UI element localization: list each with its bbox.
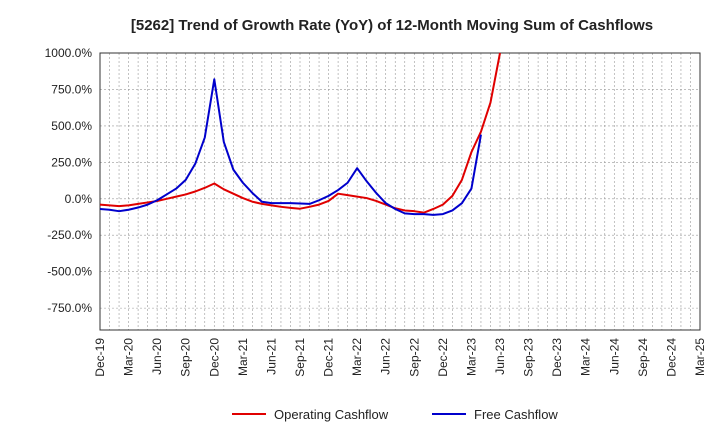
- y-tick-label: -250.0%: [47, 228, 92, 242]
- y-tick-label: 750.0%: [51, 82, 92, 96]
- x-tick-label: Dec-24: [664, 338, 678, 377]
- x-axis-ticks: Dec-19 Mar-20 Jun-20 Sep-20 Dec-20 Mar-21 Jun-…: [93, 338, 707, 377]
- x-tick-label: Dec-22: [436, 338, 450, 377]
- y-tick-label: 0.0%: [65, 192, 93, 206]
- x-tick-label: Sep-22: [407, 338, 421, 377]
- x-tick-label: Dec-20: [207, 338, 221, 377]
- series-line-free-cashflow: [99, 78, 482, 216]
- plot-area: [99, 52, 701, 331]
- y-axis-ticks: 1000.0% 750.0% 500.0% 250.0% 0.0% -250.0% -500…: [45, 46, 93, 315]
- x-tick-label: Sep-20: [179, 338, 193, 377]
- y-tick-label: 500.0%: [51, 119, 92, 133]
- x-tick-label: Jun-21: [264, 338, 278, 375]
- x-tick-label: Mar-24: [579, 338, 593, 376]
- x-tick-label: Dec-21: [322, 338, 336, 377]
- x-tick-label: Mar-22: [350, 338, 364, 376]
- x-tick-label: Sep-21: [293, 338, 307, 377]
- x-tick-label: Jun-24: [607, 338, 621, 375]
- y-tick-label: 250.0%: [51, 155, 92, 169]
- legend-label: Free Cashflow: [474, 407, 558, 422]
- x-tick-label: Sep-24: [636, 338, 650, 377]
- x-tick-label: Jun-22: [379, 338, 393, 375]
- chart-title: [5262] Trend of Growth Rate (YoY) of 12-…: [131, 17, 653, 34]
- legend-label: Operating Cashflow: [274, 407, 389, 422]
- x-tick-label: Dec-19: [93, 338, 107, 377]
- x-tick-label: Mar-25: [693, 338, 707, 376]
- series-line-operating-cashflow: [99, 52, 501, 214]
- x-tick-label: Dec-23: [550, 338, 564, 377]
- x-tick-label: Sep-23: [522, 338, 536, 377]
- x-tick-label: Mar-23: [464, 338, 478, 376]
- x-tick-label: Mar-20: [122, 338, 136, 376]
- y-tick-label: -750.0%: [47, 301, 92, 315]
- y-tick-label: 1000.0%: [45, 46, 93, 60]
- legend: Operating Cashflow Free Cashflow: [232, 407, 558, 422]
- grid-lines: [100, 52, 700, 330]
- y-tick-label: -500.0%: [47, 265, 92, 279]
- series-lines: [99, 52, 501, 216]
- x-tick-label: Mar-21: [236, 338, 250, 376]
- x-tick-label: Jun-23: [493, 338, 507, 375]
- x-tick-label: Jun-20: [150, 338, 164, 375]
